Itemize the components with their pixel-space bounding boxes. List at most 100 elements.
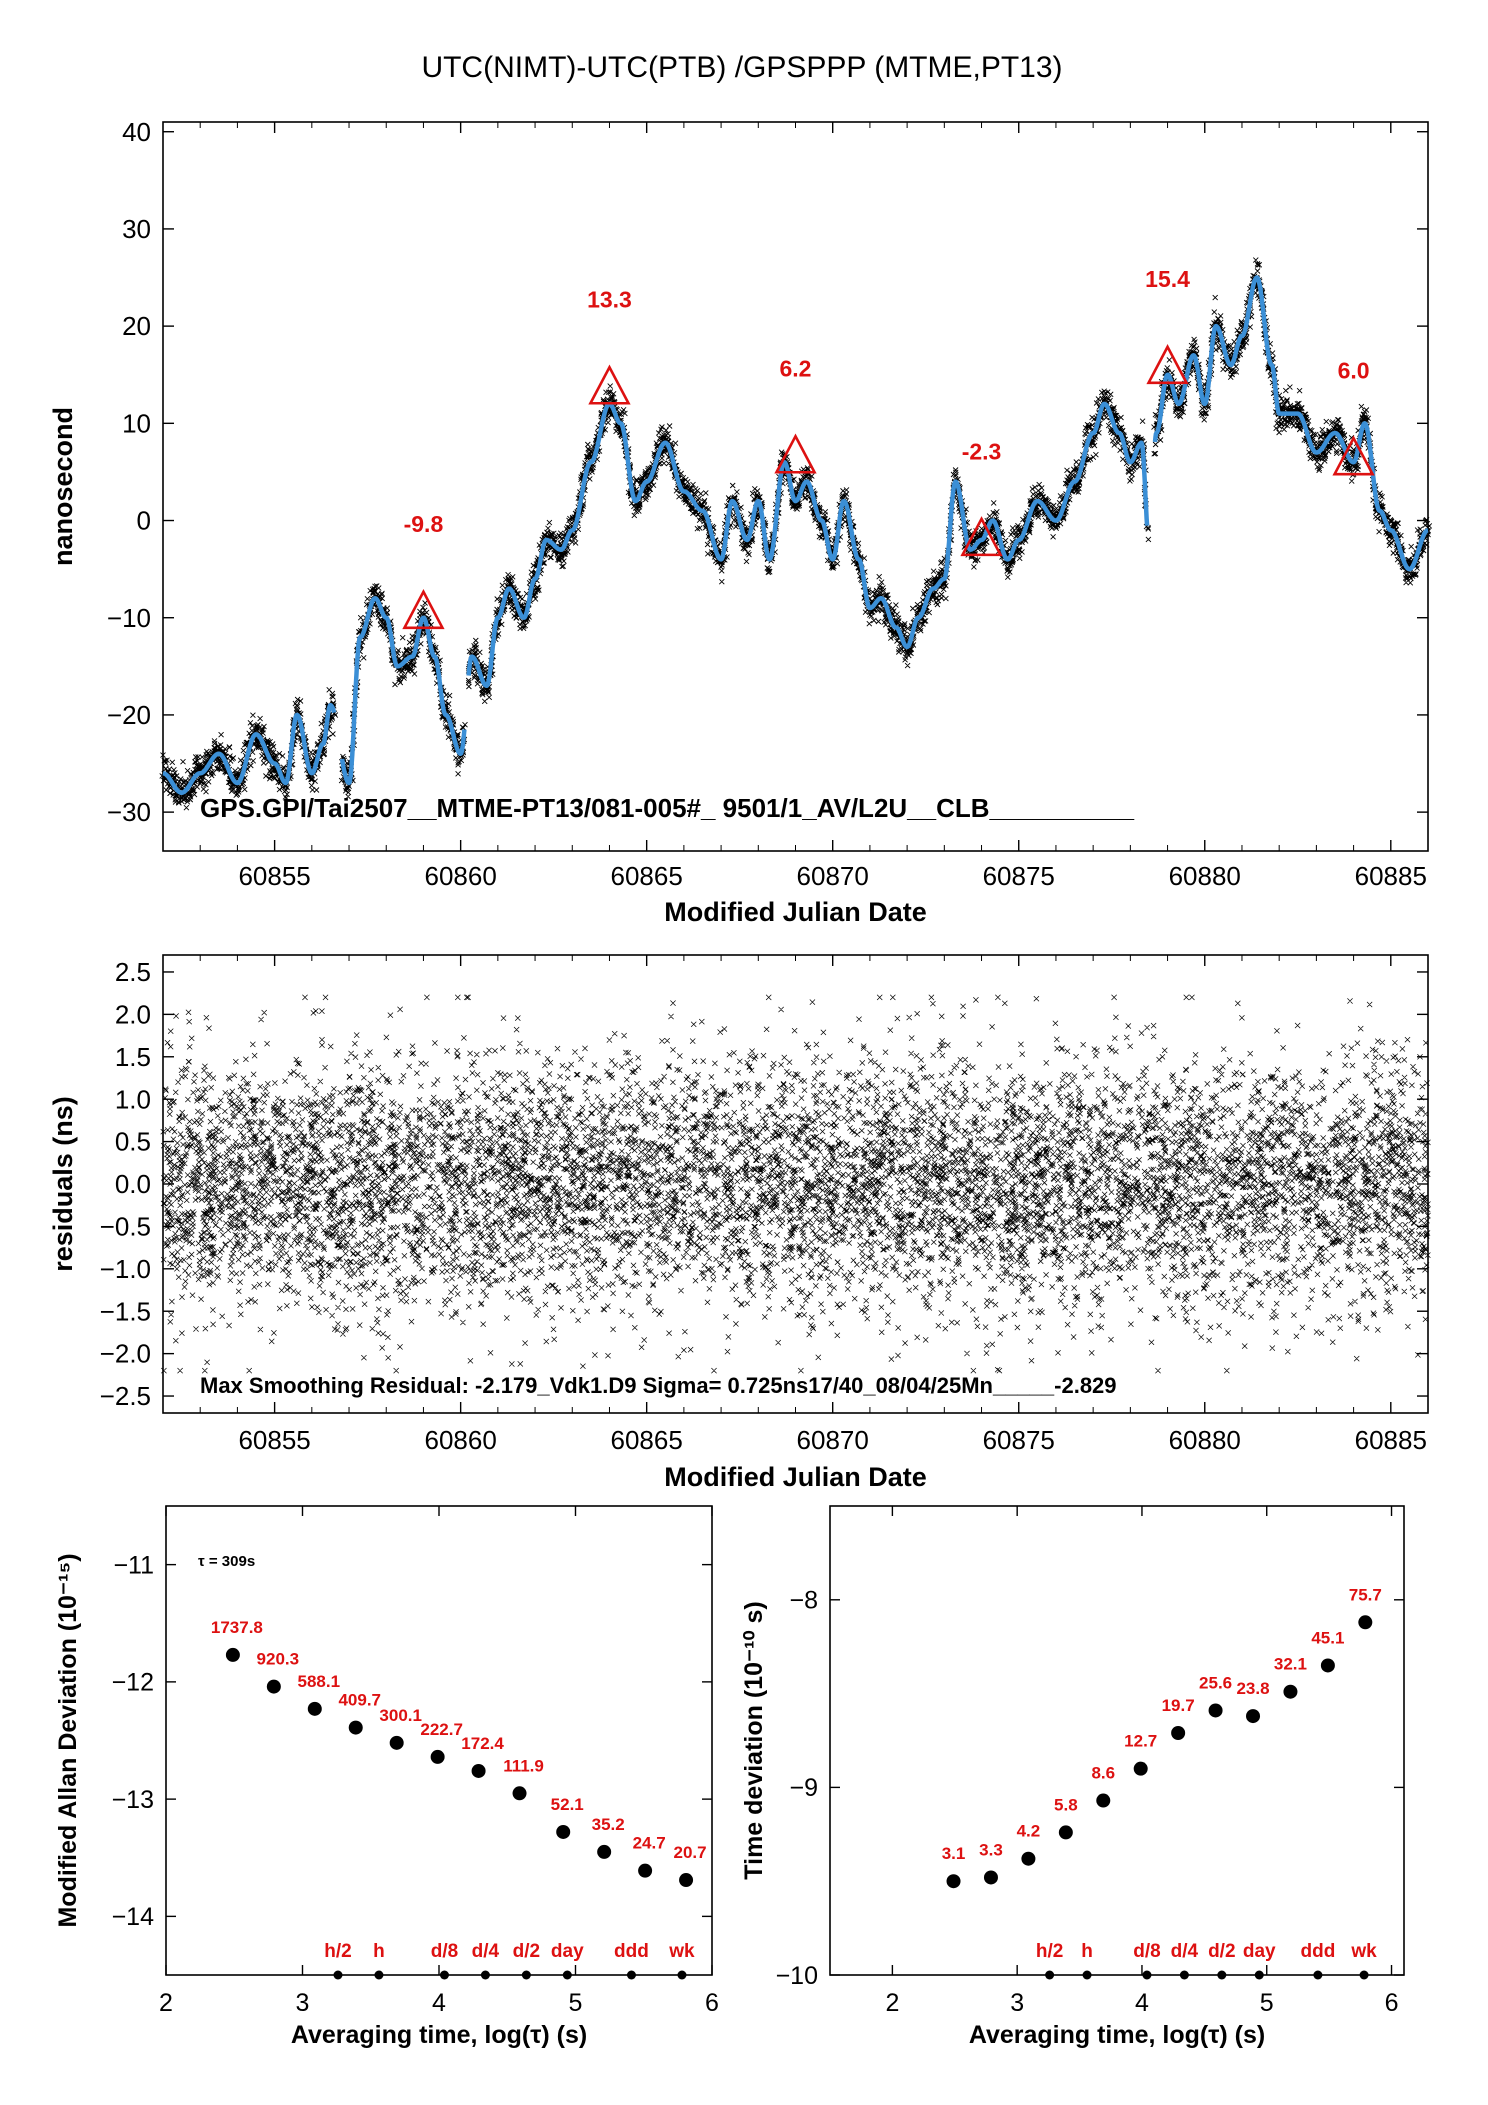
point-label: 3.3	[979, 1840, 1003, 1859]
deviation-point	[471, 1763, 486, 1778]
deviation-point	[1133, 1761, 1148, 1776]
y-tick-label: −11	[113, 1551, 154, 1579]
y-tick-label: 2.0	[115, 999, 151, 1029]
x-tick-label: 4	[432, 1989, 446, 2017]
y-tick-label: −20	[107, 700, 151, 730]
residuals-panel: 60855 60860 60865 60870 60875 60880 60885 −2.5 −…	[48, 954, 1431, 1492]
y-tick-label: −0.5	[100, 1212, 151, 1242]
y-axis-label: Time deviation (10⁻¹⁰ s)	[740, 1601, 768, 1879]
point-label: 300.1	[379, 1706, 422, 1725]
time-mark-dot	[374, 1970, 384, 1980]
y-axis-label: nanosecond	[48, 407, 78, 566]
y-tick-label: 0	[137, 506, 151, 536]
y-tick-label: −2.0	[100, 1339, 151, 1369]
time-deviation-panel: 2 3 4 5 6 −10 −9 −8 Averaging time, log(τ) (s) Ti…	[740, 1505, 1405, 2049]
deviation-point	[1021, 1851, 1036, 1866]
x-tick-label: 60860	[424, 861, 496, 891]
time-mark-dot	[1142, 1970, 1152, 1980]
time-mark-dot	[1359, 1970, 1369, 1980]
marker-triangle	[960, 516, 1003, 557]
deviation-point	[1096, 1793, 1111, 1808]
point-label: 35.2	[592, 1815, 625, 1834]
x-axis-label: Averaging time, log(τ) (s)	[291, 2021, 587, 2049]
x-tick-label: 60870	[797, 861, 869, 891]
y-tick-label: 1.5	[115, 1042, 151, 1072]
y-tick-label: −9	[789, 1774, 818, 1802]
point-label: 20.7	[674, 1843, 707, 1862]
deviation-point	[556, 1824, 571, 1839]
y-tick-label: 10	[122, 408, 151, 438]
y-tick-label: 1.0	[115, 1084, 151, 1114]
smoothed-curve	[161, 275, 1430, 795]
time-mark-label: d/2	[513, 1941, 540, 1962]
marker-label: 15.4	[1145, 266, 1190, 292]
time-mark-label: h	[1081, 1941, 1093, 1962]
y-tick-label: 0.0	[115, 1169, 151, 1199]
marker-label: -9.8	[404, 511, 444, 537]
point-label: 19.7	[1162, 1696, 1195, 1715]
tau-annotation: τ = 309s	[198, 1553, 255, 1570]
y-tick-label: −10	[107, 603, 151, 633]
time-mark-label: wk	[668, 1941, 695, 1962]
point-label: 12.7	[1124, 1732, 1157, 1751]
y-tick-label: −10	[776, 1962, 818, 1990]
x-tick-label: 60870	[797, 1425, 869, 1455]
deviation-point	[1171, 1725, 1186, 1740]
plot-frame	[165, 1505, 713, 1976]
point-label: 75.7	[1349, 1585, 1382, 1604]
y-tick-label: −13	[112, 1786, 154, 1814]
point-label: 32.1	[1274, 1655, 1307, 1674]
point-label: 920.3	[257, 1650, 300, 1669]
time-mark-dot	[677, 1970, 687, 1980]
point-label: 52.1	[551, 1795, 584, 1814]
deviation-point	[983, 1870, 998, 1885]
time-mark-dot	[1254, 1970, 1264, 1980]
point-label: 45.1	[1311, 1628, 1344, 1647]
x-tick-label: 60875	[983, 861, 1055, 891]
point-label: 3.1	[942, 1844, 966, 1863]
deviation-point	[1283, 1684, 1298, 1699]
marker-label: 6.0	[1338, 358, 1370, 384]
point-label: 1737.8	[211, 1618, 263, 1637]
time-mark-dot	[626, 1970, 636, 1980]
deviation-point	[1320, 1658, 1335, 1673]
residual-points	[160, 994, 1431, 1374]
y-tick-label: −1.0	[100, 1254, 151, 1284]
time-mark-dot	[480, 1970, 490, 1980]
marker-triangle	[1332, 435, 1375, 476]
x-tick-label: 60880	[1169, 861, 1241, 891]
panel-footer: Max Smoothing Residual: -2.179_Vdk1.D9 S…	[200, 1373, 1117, 1398]
point-label: 4.2	[1017, 1822, 1041, 1841]
panel-footer: GPS.GPI/Tai2507__MTME-PT13/081-005#_ 950…	[200, 793, 1135, 823]
time-mark-label: day	[551, 1941, 584, 1962]
marker-label: 13.3	[587, 287, 632, 313]
deviation-point	[512, 1786, 527, 1801]
x-axis-label: Modified Julian Date	[664, 1462, 927, 1492]
time-mark-dot	[333, 1970, 343, 1980]
deviation-point	[597, 1844, 612, 1859]
x-tick-label: 3	[1010, 1989, 1024, 2017]
y-tick-label: −30	[107, 797, 151, 827]
time-mark-dot	[1179, 1970, 1189, 1980]
y-tick-label: −12	[112, 1669, 154, 1697]
x-tick-label: 2	[885, 1989, 899, 2017]
deviation-point	[430, 1749, 445, 1764]
time-mark-label: h/2	[1036, 1941, 1063, 1962]
time-mark-dot	[562, 1970, 572, 1980]
point-label: 111.9	[503, 1756, 544, 1775]
time-mark-dot	[1082, 1970, 1092, 1980]
time-mark-dot	[521, 1970, 531, 1980]
x-tick-label: 60865	[611, 1425, 683, 1455]
marker-triangle	[1146, 344, 1189, 385]
x-tick-label: 60860	[424, 1425, 496, 1455]
deviation-point	[1208, 1703, 1223, 1718]
deviation-point	[1358, 1615, 1373, 1630]
deviation-point	[679, 1873, 694, 1888]
time-mark-label: ddd	[614, 1941, 649, 1962]
time-mark-label: d/8	[431, 1941, 458, 1962]
x-tick-label: 60875	[983, 1425, 1055, 1455]
x-tick-label: 5	[1260, 1989, 1274, 2017]
deviation-point	[307, 1701, 322, 1716]
deviation-point	[389, 1735, 404, 1750]
time-mark-label: d/2	[1208, 1941, 1235, 1962]
